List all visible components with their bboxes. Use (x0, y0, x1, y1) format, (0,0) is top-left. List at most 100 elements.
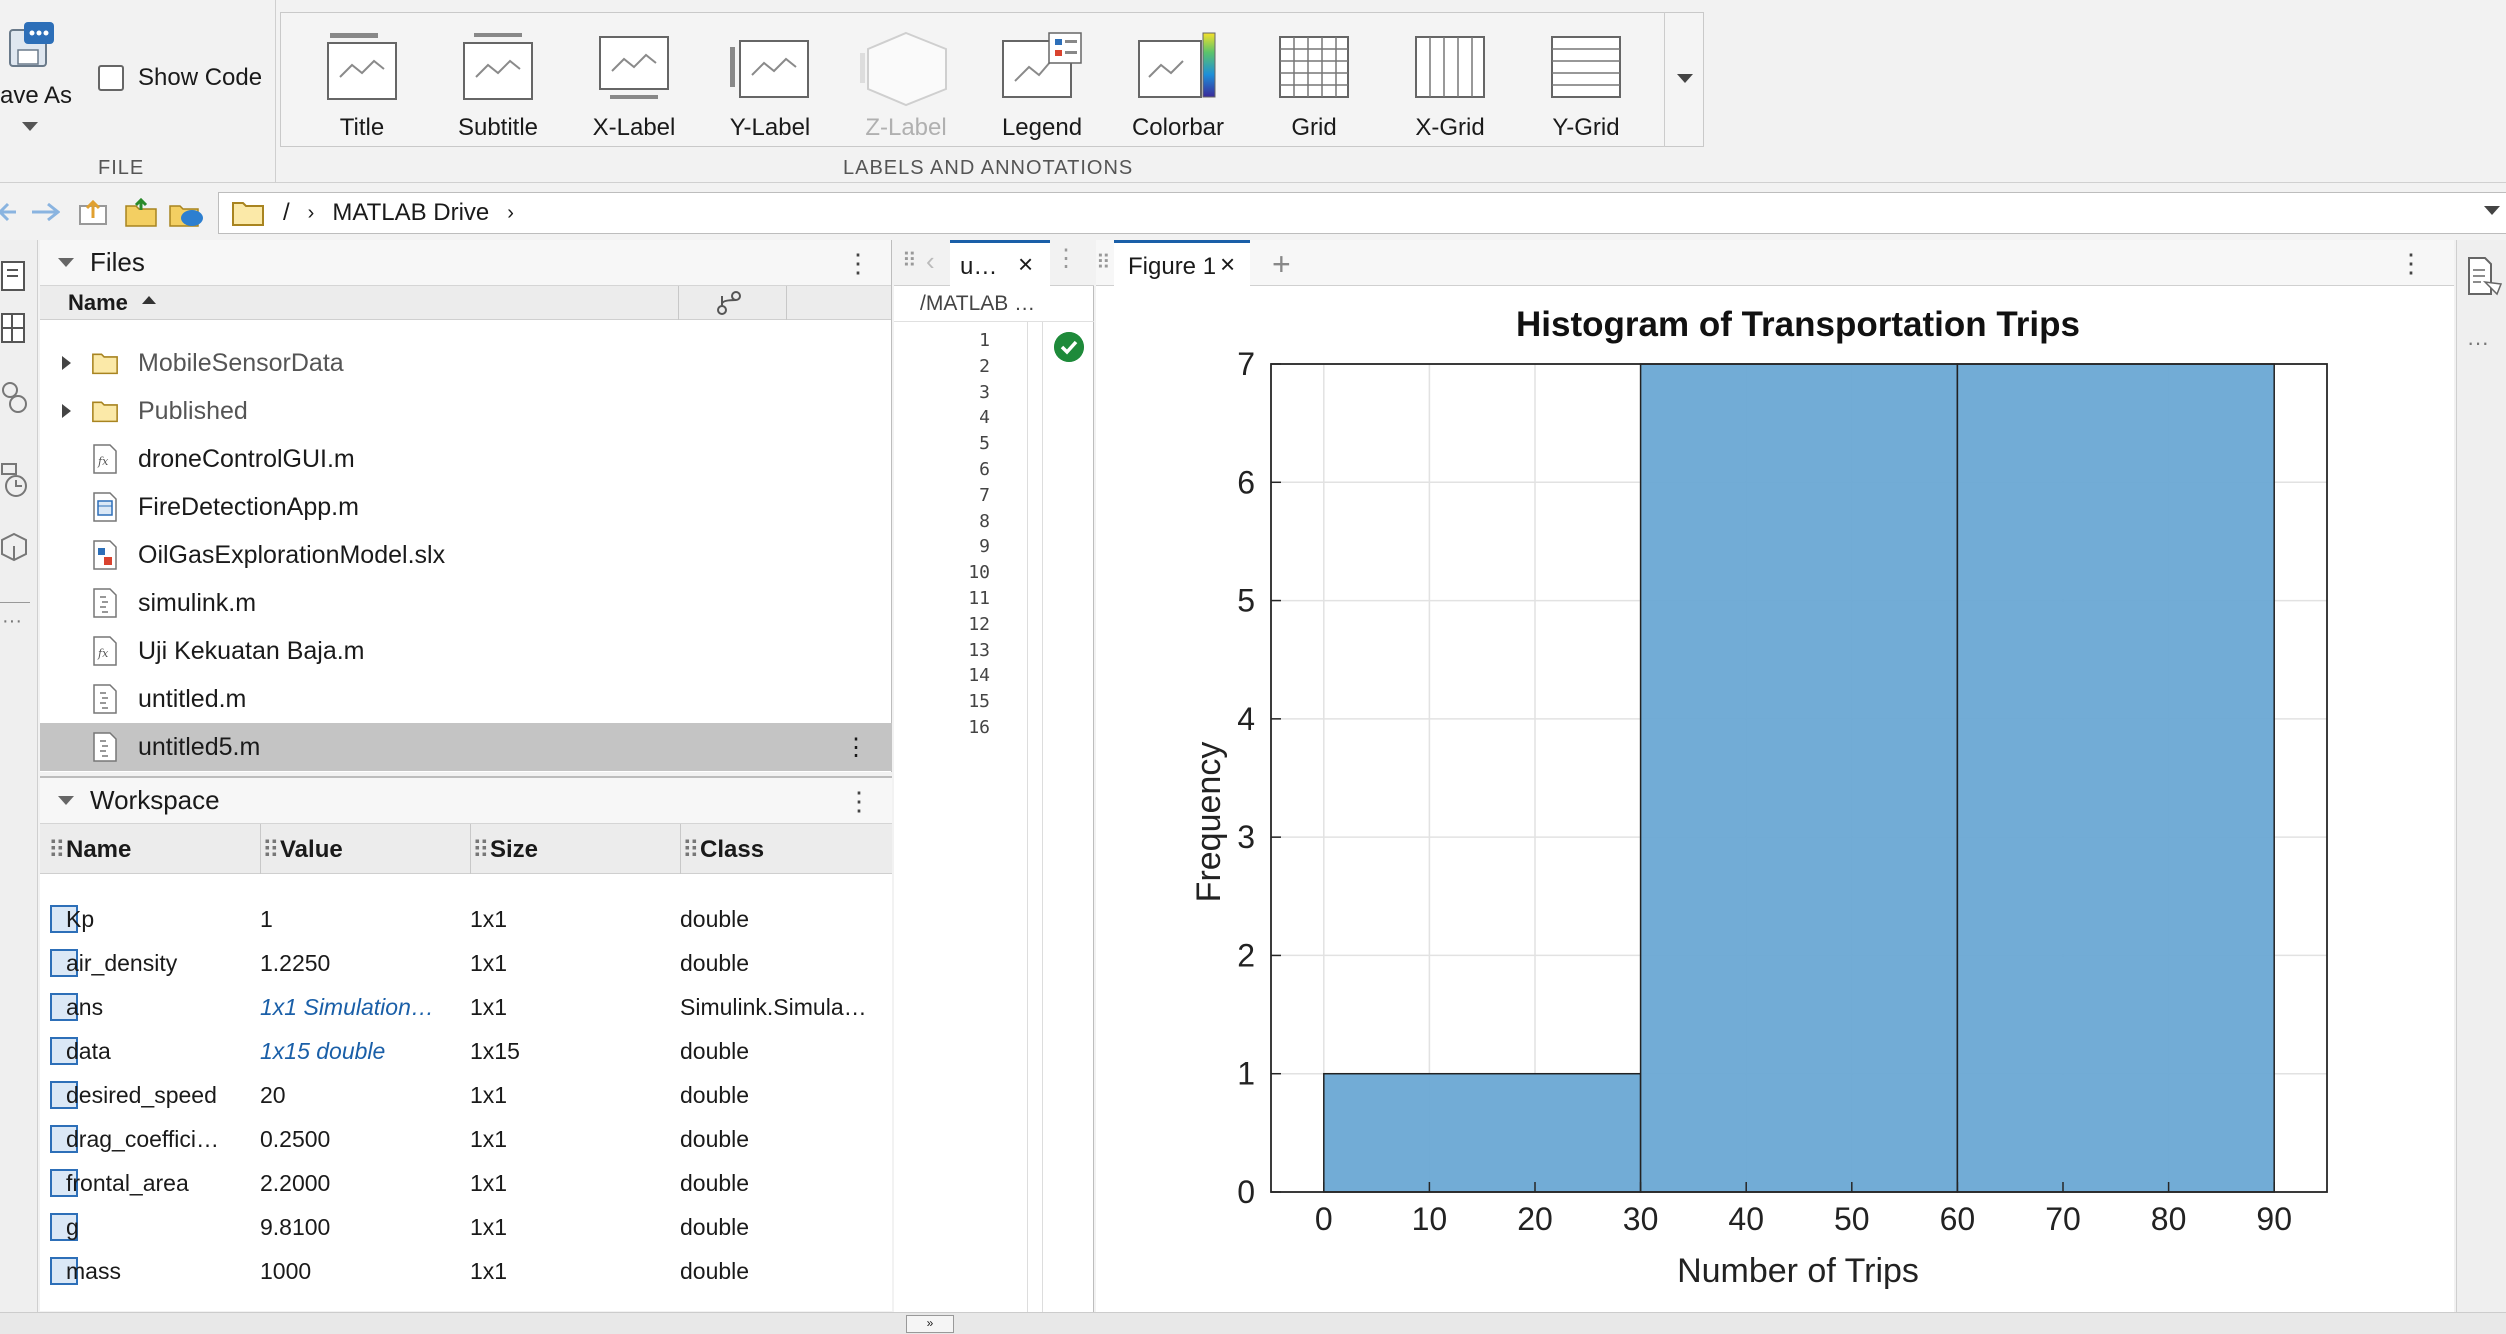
ws-col-value[interactable]: Value (280, 836, 343, 863)
drag-handle-icon[interactable]: ⠿ (682, 837, 700, 864)
file-row[interactable]: fx droneControlGUI.m (40, 435, 892, 483)
close-icon[interactable]: × (1220, 249, 1236, 279)
file-row-selected[interactable]: untitled5.m ⋮ (40, 723, 892, 771)
workspace-row[interactable]: data 1x15 double 1x15 double (40, 1028, 892, 1072)
drag-handle-icon[interactable]: ⠿ (902, 250, 917, 272)
legend-button[interactable]: Legend (977, 21, 1107, 146)
chevron-down-icon[interactable] (22, 122, 38, 131)
colorbar-button[interactable]: Colorbar (1113, 21, 1243, 146)
svg-text:fx: fx (97, 647, 109, 660)
workspace-menu-icon[interactable]: ⋮ (846, 786, 872, 816)
workspace-panel-icon[interactable] (0, 310, 30, 346)
ws-cell-value: 9.8100 (260, 1214, 331, 1240)
x-tick-label: 60 (1940, 1201, 1976, 1237)
y-label-button[interactable]: Y-Label (705, 21, 835, 146)
file-row[interactable]: fx Uji Kekuatan Baja.m (40, 627, 892, 675)
drag-handle-icon[interactable]: ⠿ (1096, 252, 1111, 274)
ws-cell-size: 1x1 (470, 1170, 508, 1196)
back-arrow-icon[interactable] (0, 198, 18, 226)
file-row[interactable]: OilGasExplorationModel.slx (40, 531, 892, 579)
workspace-row[interactable]: frontal_area 2.2000 1x1 double (40, 1160, 892, 1204)
browse-folder-icon[interactable] (124, 198, 158, 228)
file-row-folder[interactable]: Published (40, 387, 892, 435)
files-panel-header[interactable]: Files ⋮ (40, 240, 891, 286)
breadcrumb-matlab-drive[interactable]: MATLAB Drive (332, 199, 490, 226)
file-row[interactable]: simulink.m (40, 579, 892, 627)
y-grid-label: Y-Grid (1552, 114, 1620, 141)
toolstrip-overflow-button[interactable] (1664, 12, 1704, 147)
figure-menu-icon[interactable]: ⋮ (2398, 248, 2424, 278)
close-icon[interactable]: × (1018, 249, 1034, 279)
collapse-caret-icon[interactable] (58, 258, 74, 267)
files-menu-icon[interactable]: ⋮ (845, 248, 871, 278)
drag-handle-icon[interactable]: ⠿ (472, 837, 490, 864)
toolstrip: ave As Show Code FILE Title Subtitle X-L… (0, 0, 2506, 183)
figure-tab[interactable]: Figure 1 × (1114, 240, 1250, 286)
ws-col-class[interactable]: Class (700, 836, 765, 863)
workspace-row[interactable]: drag_coeffici… 0.2500 1x1 double (40, 1116, 892, 1160)
properties-panel-icon[interactable] (2467, 254, 2503, 298)
histogram-chart[interactable]: Histogram of Transportation Trips Number… (1096, 286, 2454, 1312)
file-row-folder[interactable]: MobileSensorData (40, 339, 892, 387)
current-folder-field[interactable]: / › MATLAB Drive › (218, 192, 2506, 234)
function-file-icon: fx (93, 636, 117, 666)
history-icon[interactable] (0, 462, 34, 502)
matrix-variable-icon (50, 905, 78, 933)
left-sidebar-rail: ··· (0, 240, 38, 1334)
workspace-row[interactable]: g 9.8100 1x1 double (40, 1204, 892, 1248)
address-dropdown-icon[interactable] (2484, 206, 2500, 215)
title-button[interactable]: Title (297, 21, 427, 146)
workspace-row[interactable]: air_density 1.2250 1x1 double (40, 940, 892, 984)
more-icon[interactable]: ··· (2, 610, 22, 632)
workspace-row[interactable]: ans 1x1 Simulation… 1x1 Simulink.Simula… (40, 984, 892, 1028)
x-grid-button[interactable]: X-Grid (1385, 21, 1515, 146)
more-icon[interactable]: ··· (2467, 330, 2489, 355)
line-number: 14 (968, 665, 990, 687)
editor-tab[interactable]: u… × (950, 240, 1050, 286)
more-icon[interactable]: ⋮ (1054, 245, 1078, 272)
add-ons-icon[interactable] (0, 530, 34, 570)
collapse-caret-icon[interactable] (58, 796, 74, 805)
file-row[interactable]: FireDetectionApp.m (40, 483, 892, 531)
workspace-panel-header[interactable]: Workspace ⋮ (40, 778, 892, 824)
row-menu-icon[interactable]: ⋮ (844, 733, 868, 761)
files-panel-icon[interactable] (0, 258, 30, 294)
workspace-row[interactable]: mass 1000 1x1 double (40, 1248, 892, 1292)
drag-handle-icon[interactable]: ⠿ (48, 837, 66, 864)
save-as-icon[interactable] (6, 20, 56, 70)
ws-col-name[interactable]: Name (66, 836, 132, 863)
forward-arrow-icon[interactable] (30, 198, 60, 226)
show-code-checkbox[interactable]: Show Code (98, 64, 262, 92)
ws-cell-name: data (66, 1038, 111, 1064)
drag-handle-icon[interactable]: ⠿ (262, 837, 280, 864)
command-window-toggle[interactable]: » (906, 1315, 954, 1333)
x-label-button[interactable]: X-Label (569, 21, 699, 146)
expand-triangle-icon[interactable] (62, 404, 71, 418)
path-root[interactable]: / (283, 199, 290, 226)
workspace-row[interactable]: Kp 1 1x1 double (40, 896, 892, 940)
cloud-folder-icon[interactable] (168, 198, 204, 228)
add-figure-icon[interactable]: + (1272, 246, 1291, 282)
save-as-button[interactable]: ave As (0, 82, 73, 109)
x-tick-label: 90 (2256, 1201, 2292, 1237)
file-row[interactable]: untitled.m (40, 675, 892, 723)
source-control-icon[interactable] (716, 290, 742, 316)
ws-cell-class: double (680, 1126, 750, 1152)
name-column-header[interactable]: Name (68, 290, 128, 315)
x-grid-label: X-Grid (1415, 114, 1485, 141)
file-name: simulink.m (138, 588, 257, 617)
workspace-row[interactable]: desired_speed 20 1x1 double (40, 1072, 892, 1116)
ws-col-size[interactable]: Size (490, 836, 539, 863)
up-folder-icon[interactable] (78, 198, 108, 226)
z-label-button[interactable]: Z-Label (841, 21, 971, 146)
line-number: 13 (968, 639, 990, 661)
community-icon[interactable] (0, 380, 34, 420)
grid-button[interactable]: Grid (1249, 21, 1379, 146)
script-file-icon (93, 684, 117, 714)
expand-triangle-icon[interactable] (62, 356, 71, 370)
code-analyzer-ok-icon[interactable] (1054, 332, 1084, 362)
y-grid-button[interactable]: Y-Grid (1521, 21, 1651, 146)
subtitle-button[interactable]: Subtitle (433, 21, 563, 146)
chevron-left-icon[interactable]: ‹ (926, 246, 935, 276)
checkbox-box[interactable] (98, 65, 124, 91)
